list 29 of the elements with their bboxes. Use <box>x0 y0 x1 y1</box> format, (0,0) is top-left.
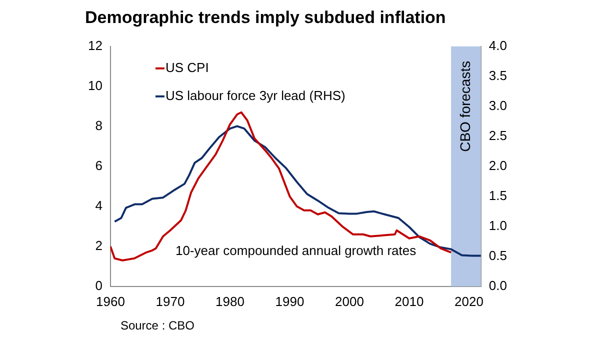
y-tick-label: 8 <box>95 118 102 133</box>
y-tick-label: 0 <box>95 278 102 293</box>
y2-tick-label: 3.5 <box>488 68 508 83</box>
annotation: 10-year compounded annual growth rates <box>175 242 417 258</box>
y-tick-label: 10 <box>88 78 102 93</box>
x-tick-label: 1960 <box>96 294 125 309</box>
y-tick-label: 6 <box>95 158 102 173</box>
y-tick-label: 2 <box>95 238 102 253</box>
source-note: Source : CBO <box>120 318 194 333</box>
x-tick-label: 1970 <box>156 294 185 309</box>
y-tick-label: 4 <box>95 198 102 213</box>
y2-tick-label: 1.0 <box>488 218 508 233</box>
y-tick-label: 12 <box>88 38 102 53</box>
band-label: CBO forecasts <box>456 60 473 152</box>
x-tick-label: 1980 <box>216 294 244 309</box>
x-tick-label: 2010 <box>394 294 424 309</box>
y2-tick-label: 3.0 <box>488 98 508 113</box>
legend-label: US CPI <box>165 60 209 75</box>
chart-title: Demographic trends imply subdued inflation <box>85 8 446 27</box>
y2-tick-label: 2.5 <box>488 128 508 143</box>
y2-tick-label: 2.0 <box>488 158 508 173</box>
x-tick-label: 1990 <box>275 294 304 309</box>
y2-tick-label: 4.0 <box>488 38 508 53</box>
x-tick-label: 2020 <box>454 294 484 309</box>
y2-tick-label: 0.5 <box>488 248 508 263</box>
y2-tick-label: 1.5 <box>488 188 508 203</box>
y2-tick-label: 0.0 <box>488 278 508 293</box>
x-tick-label: 2000 <box>335 294 364 309</box>
legend-label: US labour force 3yr lead (RHS) <box>165 88 346 103</box>
